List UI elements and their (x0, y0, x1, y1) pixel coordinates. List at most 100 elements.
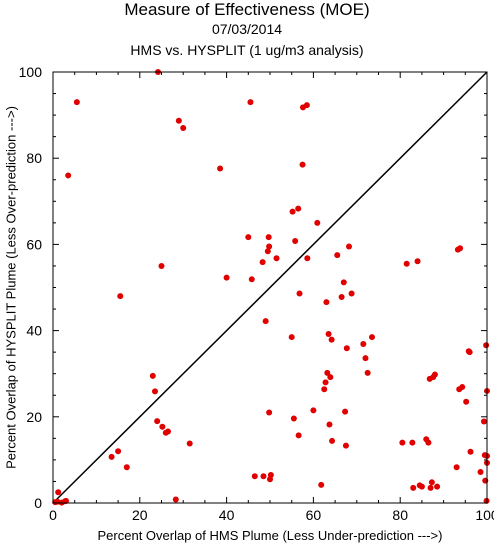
data-point (434, 483, 441, 490)
data-point (295, 432, 302, 439)
data-point (267, 471, 274, 478)
data-point (326, 421, 333, 428)
data-point (428, 479, 435, 486)
data-point (165, 428, 172, 435)
data-point (324, 369, 331, 376)
reference-diagonal-line (52, 71, 488, 504)
data-point (418, 483, 425, 490)
data-point (266, 409, 273, 416)
data-point (117, 293, 124, 300)
data-point (480, 418, 487, 425)
data-point (453, 464, 460, 471)
data-point (345, 243, 352, 250)
data-point (325, 331, 332, 338)
data-point (264, 248, 271, 255)
chart-subtitle: HMS vs. HYSPLIT (1 ug/m3 analysis) (130, 42, 364, 58)
data-point (63, 497, 70, 504)
data-point (483, 342, 490, 349)
data-point (180, 125, 187, 132)
data-points (52, 69, 490, 506)
data-point (427, 484, 434, 491)
data-point (362, 355, 369, 362)
data-point (292, 237, 299, 244)
data-point (368, 334, 375, 341)
data-point (459, 384, 466, 391)
data-point (463, 398, 470, 405)
y-tick-label: 40 (26, 323, 42, 339)
x-tick-label: 80 (392, 507, 408, 523)
data-point (303, 102, 310, 109)
x-tick-label: 40 (219, 507, 235, 523)
data-point (466, 349, 473, 356)
data-point (348, 290, 355, 297)
data-point (73, 99, 80, 106)
plot-frame (52, 71, 488, 504)
data-point (295, 205, 302, 212)
data-point (364, 369, 371, 376)
data-point (248, 276, 255, 283)
y-tick-label: 60 (26, 236, 42, 252)
data-point (55, 489, 62, 496)
data-point (409, 439, 416, 446)
data-point (151, 388, 158, 395)
data-point (262, 318, 269, 325)
y-tick-label: 100 (19, 64, 43, 80)
data-point (327, 374, 334, 381)
data-point (149, 372, 156, 379)
data-point (265, 234, 272, 241)
data-point (342, 408, 349, 415)
data-point (245, 234, 252, 241)
data-point (172, 496, 179, 503)
data-point (299, 161, 306, 168)
data-point (290, 415, 297, 422)
data-point (123, 464, 130, 471)
data-point (154, 418, 161, 425)
data-point (310, 407, 317, 414)
data-point (159, 423, 166, 430)
data-point (477, 468, 484, 475)
data-point (186, 440, 193, 447)
data-point (403, 260, 410, 267)
data-point (414, 258, 421, 265)
data-point (342, 442, 349, 449)
data-point (323, 299, 330, 306)
data-point (223, 274, 230, 281)
data-point (338, 293, 345, 300)
y-tick-label: 20 (26, 409, 42, 425)
x-axis-label: Percent Overlap of HMS Plume (Less Under… (98, 528, 443, 543)
data-point (322, 379, 329, 386)
chart-date: 07/03/2014 (211, 21, 283, 37)
data-point (410, 484, 417, 491)
x-tick-label: 20 (132, 507, 148, 523)
data-point (343, 345, 350, 352)
x-tick-label: 100 (475, 507, 494, 523)
data-point (399, 439, 406, 446)
data-point (65, 172, 72, 179)
y-tick-label: 80 (26, 150, 42, 166)
data-point (425, 439, 432, 446)
data-point (340, 279, 347, 286)
data-point (321, 386, 328, 393)
data-point (266, 243, 273, 250)
data-point (360, 340, 367, 347)
data-point (296, 290, 303, 297)
data-point (247, 99, 254, 106)
data-point (304, 255, 311, 262)
data-point (318, 481, 325, 488)
data-point (431, 371, 438, 378)
x-tick-label: 60 (306, 507, 322, 523)
data-point (260, 473, 267, 480)
data-point (288, 334, 295, 341)
data-point (158, 262, 165, 269)
data-point (175, 117, 182, 124)
data-point (314, 219, 321, 226)
data-point (108, 453, 115, 460)
y-tick-label: 0 (34, 495, 42, 511)
data-point (251, 473, 258, 480)
data-point (328, 336, 335, 343)
data-point (289, 208, 296, 215)
data-point (115, 448, 122, 455)
x-tick-label: 0 (49, 507, 57, 523)
data-point (457, 245, 464, 252)
